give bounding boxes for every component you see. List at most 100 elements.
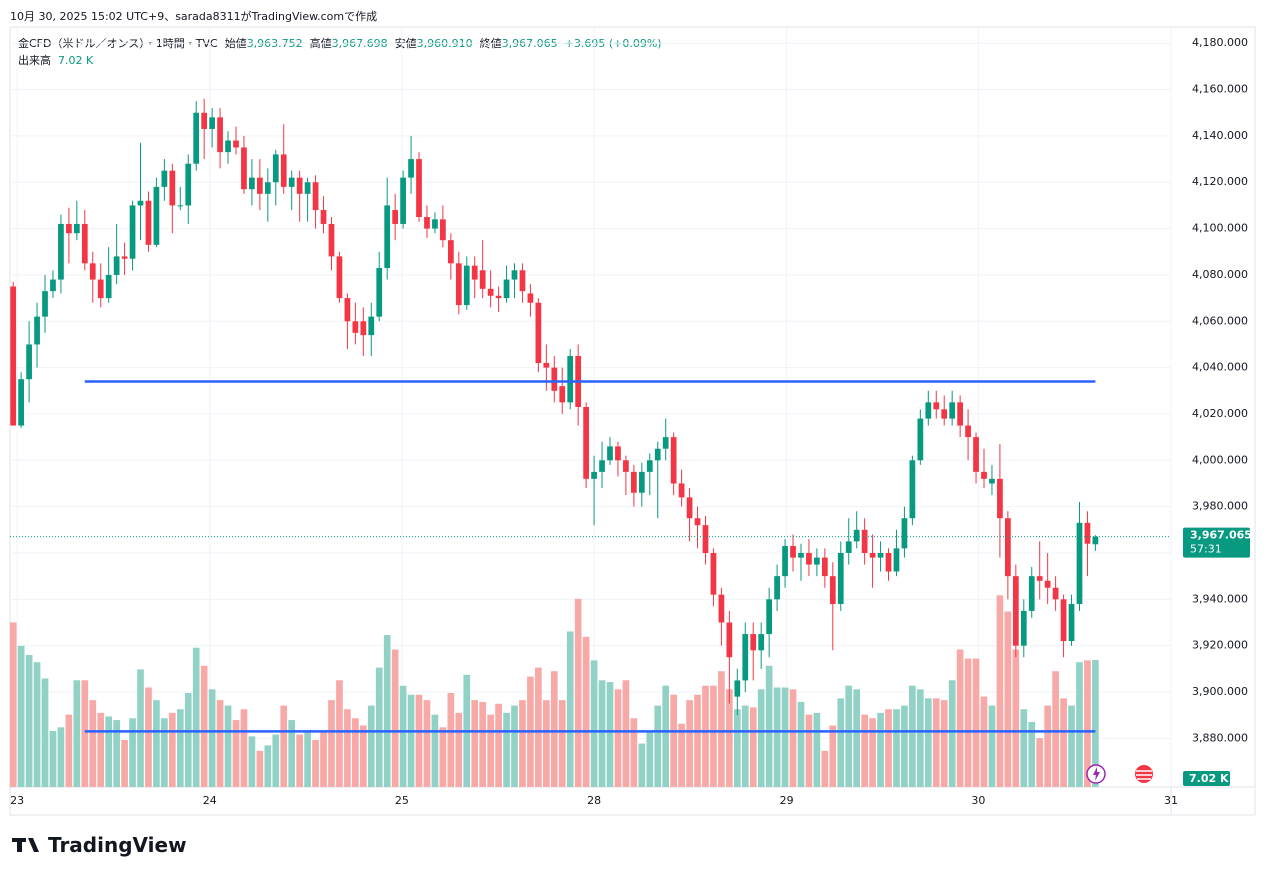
candle-body [885, 552, 892, 572]
volume-bar [829, 725, 837, 787]
volume-bar [893, 709, 900, 787]
candle-body [798, 552, 804, 558]
volume-bar [1012, 649, 1020, 787]
volume-bar [280, 705, 288, 787]
candle-body [1068, 603, 1075, 642]
y-tick-label: 4,020.000 [1192, 407, 1248, 420]
candle-body [543, 362, 550, 368]
candle-body [654, 448, 661, 461]
y-tick-label: 3,940.000 [1192, 592, 1248, 605]
candle-body [861, 529, 868, 553]
x-tick-label: 23 [10, 794, 24, 807]
candle-body [1020, 610, 1027, 646]
y-tick-label: 4,100.000 [1192, 222, 1248, 235]
candle-body [519, 270, 526, 292]
candle-body [1060, 599, 1067, 642]
volume-bar [256, 750, 264, 787]
volume-bar [686, 700, 693, 787]
volume-bar [1044, 705, 1052, 787]
candle-body [901, 518, 908, 549]
volume-bar [678, 723, 685, 787]
candle-body [66, 223, 72, 234]
volume-bar [304, 730, 311, 787]
volume-bar [773, 687, 781, 787]
candle-body [599, 460, 605, 472]
candle-body [853, 529, 860, 542]
y-tick-label: 3,980.000 [1192, 500, 1248, 513]
volume-bar [487, 714, 494, 787]
volume-bar [1028, 721, 1036, 787]
candle-body [280, 154, 287, 187]
volume-bar [407, 694, 415, 787]
candle-body [829, 576, 836, 604]
candle-body [58, 223, 64, 280]
candle-body [774, 576, 780, 600]
volume-legend: 出来高 7.02 K [18, 52, 93, 68]
volume-tag-label: 7.02 K [1189, 772, 1229, 785]
candle-body [750, 634, 757, 651]
volume-bar [57, 727, 65, 787]
candle-body [702, 525, 709, 553]
y-tick-label: 4,060.000 [1192, 314, 1248, 327]
volume-bar [224, 705, 232, 787]
candle-body [249, 177, 255, 190]
x-tick-label: 29 [780, 794, 794, 807]
volume-bar [145, 687, 152, 787]
y-tick-label: 4,120.000 [1192, 175, 1248, 188]
volume-bar [168, 712, 176, 787]
candle-body [591, 471, 597, 479]
candle-body [81, 223, 88, 264]
y-tick-label: 4,080.000 [1192, 268, 1248, 281]
candle-body [416, 159, 422, 217]
candle-body [34, 316, 40, 345]
volume-bar [121, 739, 128, 787]
volume-bar [702, 685, 709, 787]
candle-body [877, 552, 884, 558]
volume-bar [733, 709, 741, 787]
volume-bar [105, 716, 113, 787]
candle-body [973, 437, 979, 472]
candle-body [662, 437, 669, 449]
candle-body [105, 274, 112, 299]
volume-bar [17, 645, 25, 787]
candle-body [233, 140, 239, 148]
candle-body [463, 265, 470, 306]
candle-body [376, 267, 383, 317]
volume-bar [312, 739, 319, 787]
candle-body [678, 483, 685, 498]
volume-bar [757, 689, 765, 787]
candle-body [917, 418, 924, 461]
countdown: 57:31 [1190, 543, 1222, 556]
volume-bar [932, 698, 940, 787]
candle-body [320, 210, 327, 224]
candle-body [742, 634, 749, 681]
volume-bar [1060, 698, 1067, 787]
candle-body [368, 316, 375, 336]
header: 10月 30, 2025 15:02 UTC+9、sarada8311がTrad… [10, 10, 378, 23]
candle-body [73, 223, 80, 234]
candle-body [121, 256, 128, 259]
volume-bar [948, 680, 956, 787]
candle-body [949, 402, 956, 419]
candle-body [607, 446, 613, 461]
candle-body [400, 177, 406, 224]
y-tick-label: 3,880.000 [1192, 731, 1248, 744]
candle-body [424, 217, 430, 229]
volume-bar [479, 701, 487, 787]
volume-bar [383, 635, 391, 787]
candle-body [1092, 536, 1099, 545]
volume-bar [535, 667, 542, 787]
candle-body [766, 599, 773, 635]
candle-body [26, 344, 32, 380]
candle-body [185, 163, 192, 206]
volume-bar [765, 665, 773, 787]
candle-body [161, 170, 168, 187]
candle-body [623, 460, 629, 472]
candle-body [408, 159, 414, 178]
logo: TradingView [48, 833, 187, 857]
candle-body [1084, 522, 1091, 544]
candle-body [806, 552, 812, 565]
volume-bar [97, 712, 105, 787]
volume-bar [447, 692, 455, 787]
candle-body [845, 541, 852, 553]
